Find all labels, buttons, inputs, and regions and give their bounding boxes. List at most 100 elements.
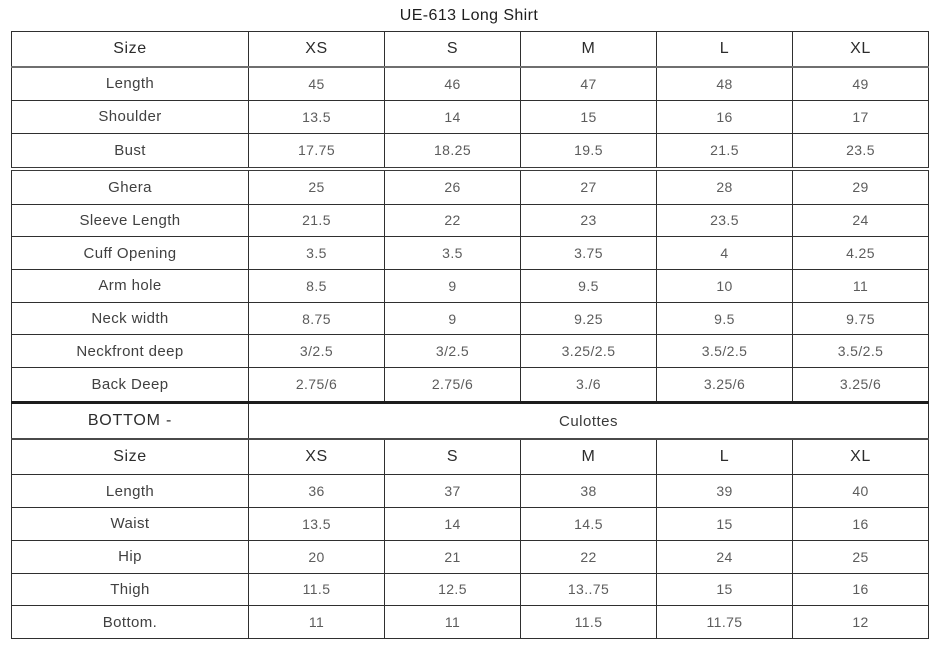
bottom-column-header-l: L bbox=[656, 438, 793, 476]
value-cell: 25 bbox=[792, 539, 929, 574]
value-cell: 24 bbox=[792, 203, 929, 238]
row-label-cell: Back Deep bbox=[11, 367, 249, 403]
table-row: Bust 17.75 18.25 19.5 21.5 23.5 bbox=[11, 132, 929, 171]
value-cell: 8.5 bbox=[248, 269, 385, 303]
table-row: Length 45 46 47 48 49 bbox=[11, 66, 929, 102]
value-cell: 3./6 bbox=[520, 367, 657, 403]
value-cell: 9.25 bbox=[520, 301, 657, 336]
row-label-cell: Cuff Opening bbox=[11, 236, 249, 271]
value-cell: 17 bbox=[792, 100, 929, 134]
table-row: Back Deep 2.75/6 2.75/6 3./6 3.25/6 3.25/6 bbox=[11, 367, 929, 403]
row-label-cell: Length bbox=[11, 66, 249, 102]
row-label-cell: Shoulder bbox=[11, 100, 249, 134]
value-cell: 39 bbox=[656, 474, 793, 509]
value-cell: 23.5 bbox=[656, 203, 793, 238]
table-row: Sleeve Length 21.5 22 23 23.5 24 bbox=[11, 203, 929, 238]
value-cell: 15 bbox=[656, 507, 793, 541]
value-cell: 9.5 bbox=[520, 269, 657, 303]
bottom-section-name: Culottes bbox=[248, 400, 929, 441]
value-cell: 19.5 bbox=[520, 132, 657, 171]
row-label-cell: Neckfront deep bbox=[11, 334, 249, 369]
table-row: Bottom. 11 11 11.5 11.75 12 bbox=[11, 605, 929, 639]
row-label-cell: Hip bbox=[11, 539, 249, 574]
value-cell: 11.5 bbox=[248, 572, 385, 607]
column-header-s: S bbox=[384, 30, 521, 68]
table-row: Waist 13.5 14 14.5 15 16 bbox=[11, 507, 929, 541]
value-cell: 27 bbox=[520, 168, 657, 205]
value-cell: 49 bbox=[792, 66, 929, 102]
value-cell: 3/2.5 bbox=[248, 334, 385, 369]
value-cell: 3.5/2.5 bbox=[792, 334, 929, 369]
shirt-measurements-body: Length 45 46 47 48 49 Shoulder 13.5 14 15 16 17 Bust… bbox=[11, 66, 929, 403]
value-cell: 17.75 bbox=[248, 132, 385, 171]
value-cell: 11.75 bbox=[656, 605, 793, 639]
value-cell: 20 bbox=[248, 539, 385, 574]
value-cell: 11.5 bbox=[520, 605, 657, 639]
row-label-cell: Sleeve Length bbox=[11, 203, 249, 238]
value-cell: 12 bbox=[792, 605, 929, 639]
column-header-xs: XS bbox=[248, 30, 385, 68]
row-label-cell: Thigh bbox=[11, 572, 249, 607]
bottom-section-row: BOTTOM - Culottes bbox=[11, 400, 929, 441]
bottom-column-header-size: Size bbox=[11, 438, 249, 476]
value-cell: 9.75 bbox=[792, 301, 929, 336]
table-row: Shoulder 13.5 14 15 16 17 bbox=[11, 100, 929, 134]
bottom-header-row: Size XS S M L XL bbox=[11, 438, 929, 476]
value-cell: 23 bbox=[520, 203, 657, 238]
value-cell: 46 bbox=[384, 66, 521, 102]
value-cell: 16 bbox=[656, 100, 793, 134]
row-label-cell: Bottom. bbox=[11, 605, 249, 639]
value-cell: 11 bbox=[384, 605, 521, 639]
value-cell: 18.25 bbox=[384, 132, 521, 171]
value-cell: 26 bbox=[384, 168, 521, 205]
value-cell: 22 bbox=[384, 203, 521, 238]
value-cell: 9 bbox=[384, 269, 521, 303]
column-header-xl: XL bbox=[792, 30, 929, 68]
value-cell: 12.5 bbox=[384, 572, 521, 607]
table-row: Neckfront deep 3/2.5 3/2.5 3.25/2.5 3.5/2.5 3… bbox=[11, 334, 929, 369]
shirt-header-section: Size XS S M L XL bbox=[11, 30, 929, 68]
value-cell: 23.5 bbox=[792, 132, 929, 171]
value-cell: 13.5 bbox=[248, 507, 385, 541]
value-cell: 3.25/6 bbox=[656, 367, 793, 403]
value-cell: 14 bbox=[384, 507, 521, 541]
value-cell: 3.5 bbox=[248, 236, 385, 271]
value-cell: 45 bbox=[248, 66, 385, 102]
value-cell: 13.5 bbox=[248, 100, 385, 134]
value-cell: 28 bbox=[656, 168, 793, 205]
value-cell: 11 bbox=[792, 269, 929, 303]
value-cell: 47 bbox=[520, 66, 657, 102]
value-cell: 2.75/6 bbox=[384, 367, 521, 403]
value-cell: 29 bbox=[792, 168, 929, 205]
value-cell: 11 bbox=[248, 605, 385, 639]
value-cell: 3.25/6 bbox=[792, 367, 929, 403]
row-label-cell: Ghera bbox=[11, 168, 249, 205]
value-cell: 8.75 bbox=[248, 301, 385, 336]
shirt-header-row: Size XS S M L XL bbox=[11, 30, 929, 68]
value-cell: 3.25/2.5 bbox=[520, 334, 657, 369]
value-cell: 3.5 bbox=[384, 236, 521, 271]
value-cell: 4 bbox=[656, 236, 793, 271]
value-cell: 16 bbox=[792, 507, 929, 541]
table-row: Cuff Opening 3.5 3.5 3.75 4 4.25 bbox=[11, 236, 929, 271]
bottom-column-header-s: S bbox=[384, 438, 521, 476]
row-label-cell: Arm hole bbox=[11, 269, 249, 303]
bottom-measurements-body: Length 36 37 38 39 40 Waist 13.5 14 14.5 15 16 Hip 20… bbox=[11, 474, 929, 639]
value-cell: 15 bbox=[656, 572, 793, 607]
table-row: Thigh 11.5 12.5 13..75 15 16 bbox=[11, 572, 929, 607]
value-cell: 10 bbox=[656, 269, 793, 303]
table-row: Arm hole 8.5 9 9.5 10 11 bbox=[11, 269, 929, 303]
value-cell: 3.75 bbox=[520, 236, 657, 271]
table-row: Ghera 25 26 27 28 29 bbox=[11, 168, 929, 205]
row-label-cell: Neck width bbox=[11, 301, 249, 336]
row-label-cell: Bust bbox=[11, 132, 249, 171]
value-cell: 21.5 bbox=[248, 203, 385, 238]
value-cell: 14.5 bbox=[520, 507, 657, 541]
page-title: UE-613 Long Shirt bbox=[399, 7, 539, 24]
value-cell: 3.5/2.5 bbox=[656, 334, 793, 369]
bottom-section-header: BOTTOM - Culottes Size XS S M L XL bbox=[11, 400, 929, 476]
value-cell: 13..75 bbox=[520, 572, 657, 607]
column-header-m: M bbox=[520, 30, 657, 68]
value-cell: 40 bbox=[792, 474, 929, 509]
